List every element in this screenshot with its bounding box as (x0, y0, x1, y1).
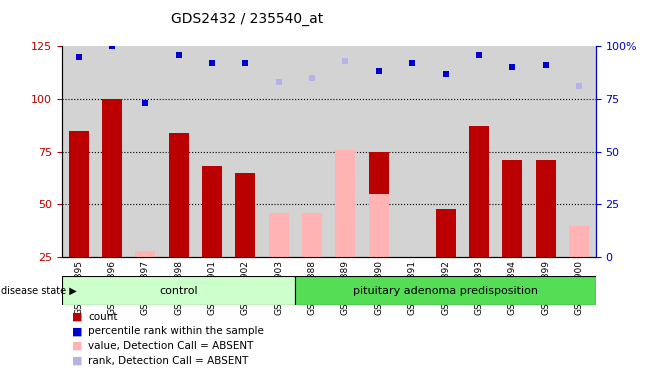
Text: ■: ■ (72, 326, 82, 336)
Text: pituitary adenoma predisposition: pituitary adenoma predisposition (353, 286, 538, 296)
Bar (569, 226, 589, 257)
Text: GDS2432 / 235540_at: GDS2432 / 235540_at (171, 12, 324, 25)
Text: ■: ■ (72, 341, 82, 351)
Bar (335, 152, 355, 257)
Text: control: control (159, 286, 198, 296)
Text: percentile rank within the sample: percentile rank within the sample (88, 326, 264, 336)
Text: ■: ■ (72, 312, 82, 322)
Bar (135, 251, 155, 257)
Text: ■: ■ (72, 356, 82, 366)
Bar (68, 131, 89, 257)
Bar (302, 213, 322, 257)
Bar (369, 152, 389, 257)
Text: disease state ▶: disease state ▶ (1, 286, 77, 296)
Bar (169, 132, 189, 257)
Bar (436, 209, 456, 257)
Bar (536, 160, 556, 257)
Text: rank, Detection Call = ABSENT: rank, Detection Call = ABSENT (88, 356, 248, 366)
Text: value, Detection Call = ABSENT: value, Detection Call = ABSENT (88, 341, 253, 351)
Bar (269, 213, 289, 257)
Bar (296, 276, 596, 305)
Bar (503, 160, 522, 257)
Bar (202, 167, 222, 257)
Bar (236, 173, 255, 257)
Bar (469, 126, 489, 257)
Bar (62, 276, 296, 305)
Bar (369, 194, 389, 257)
Bar (102, 99, 122, 257)
Text: count: count (88, 312, 117, 322)
Bar (335, 149, 355, 257)
